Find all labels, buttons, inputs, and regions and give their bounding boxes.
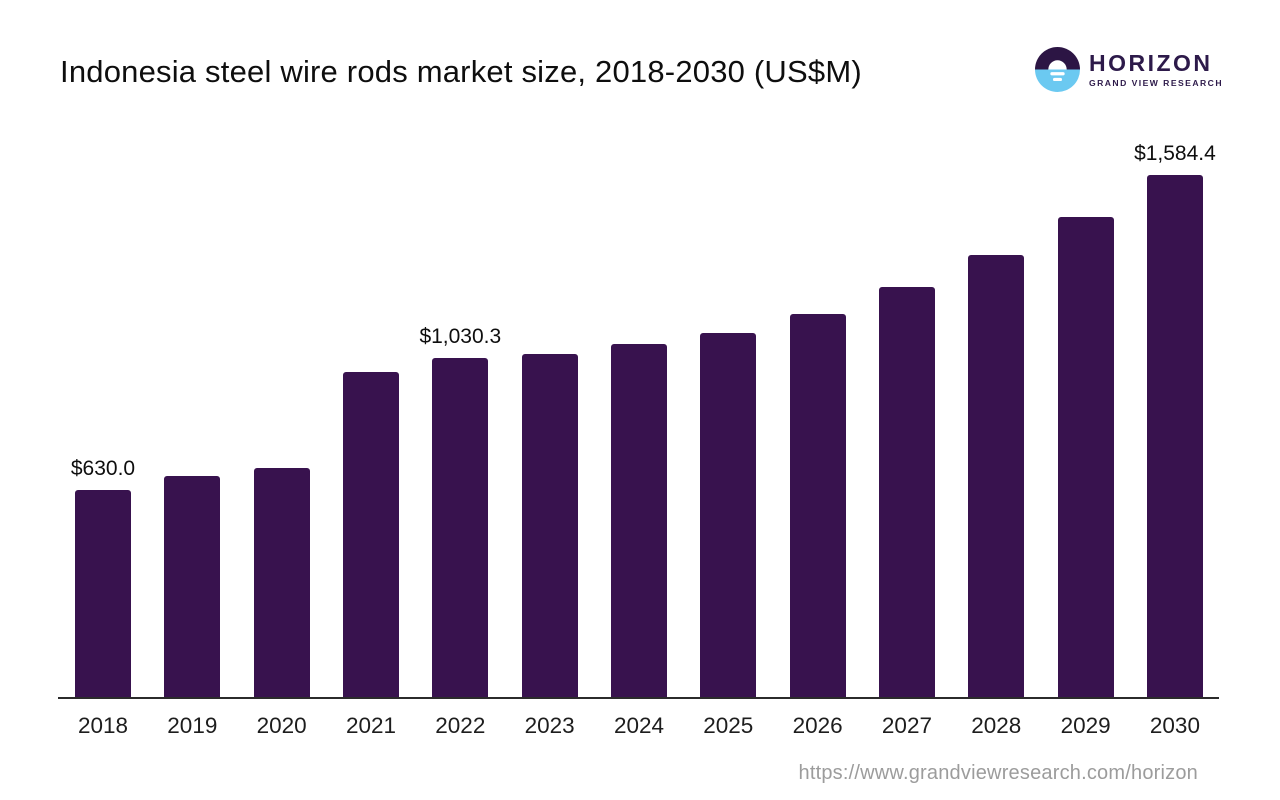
bar-2026 xyxy=(789,314,846,698)
x-axis-label-2028: 2028 xyxy=(971,713,1022,738)
x-axis-label-2020: 2020 xyxy=(256,713,307,738)
bar-value-label-2018: $630.0 xyxy=(70,457,136,480)
bar-2020 xyxy=(253,468,310,698)
bar-2019 xyxy=(164,476,221,698)
horizon-logo-text: HORIZON GRAND VIEW RESEARCH xyxy=(1088,49,1223,88)
x-axis-label-2026: 2026 xyxy=(792,713,843,738)
bar-2021 xyxy=(342,372,399,698)
x-axis-label-2025: 2025 xyxy=(703,713,754,738)
x-axis-label-2030: 2030 xyxy=(1149,713,1200,738)
bar-column-2027: 2027 xyxy=(878,130,935,738)
bar-column-2024: 2024 xyxy=(610,130,667,738)
x-axis-label-2019: 2019 xyxy=(167,713,218,738)
source-url: https://www.grandviewresearch.com/horizo… xyxy=(798,762,1198,784)
logo-subtitle: GRAND VIEW RESEARCH xyxy=(1088,77,1223,88)
bar-column-2023: 2023 xyxy=(521,130,578,738)
x-axis-label-2029: 2029 xyxy=(1060,713,1111,738)
bar-column-2030: $1,584.4 2030 xyxy=(1134,130,1216,738)
bar-2027 xyxy=(878,287,935,698)
horizon-logo-icon xyxy=(1034,47,1080,92)
bar-value-label-2030: $1,584.4 xyxy=(1134,142,1216,165)
x-axis-label-2027: 2027 xyxy=(881,713,932,738)
x-axis-label-2024: 2024 xyxy=(613,713,664,738)
bar-2018 xyxy=(75,490,131,698)
bar-value-label-2022: $1,030.3 xyxy=(419,325,502,348)
x-axis-label-2018: 2018 xyxy=(77,713,129,738)
bar-2025 xyxy=(700,333,757,698)
bar-column-2019: 2019 xyxy=(164,130,221,738)
bar-2024 xyxy=(610,344,667,698)
x-axis-label-2021: 2021 xyxy=(345,713,397,738)
bar-column-2020: 2020 xyxy=(253,130,310,738)
bar-2022 xyxy=(432,358,489,698)
page-title: Indonesia steel wire rods market size, 2… xyxy=(60,54,862,89)
logo-name: HORIZON xyxy=(1088,49,1213,76)
x-axis-label-2022: 2022 xyxy=(435,713,486,738)
x-axis-line xyxy=(58,697,1219,699)
bar-column-2026: 2026 xyxy=(789,130,846,738)
bar-2023 xyxy=(521,354,578,698)
bar-column-2018: $630.0 2018 xyxy=(71,130,135,738)
bar-column-2021: 2021 xyxy=(342,130,399,738)
bar-column-2022: $1,030.3 2022 xyxy=(419,130,501,738)
x-axis-label-2023: 2023 xyxy=(524,713,575,738)
bar-column-2029: 2029 xyxy=(1057,130,1114,738)
plot-area: $630.0 2018 2019 2020 2021 $1,030.3 2022 2023 20… xyxy=(60,130,1218,738)
bar-column-2028: 2028 xyxy=(968,130,1025,738)
bar-2028 xyxy=(968,255,1025,698)
bar-2029 xyxy=(1057,217,1114,698)
bar-2030 xyxy=(1146,175,1203,698)
bar-column-2025: 2025 xyxy=(700,130,757,738)
horizon-logo: HORIZON GRAND VIEW RESEARCH xyxy=(1034,47,1223,92)
